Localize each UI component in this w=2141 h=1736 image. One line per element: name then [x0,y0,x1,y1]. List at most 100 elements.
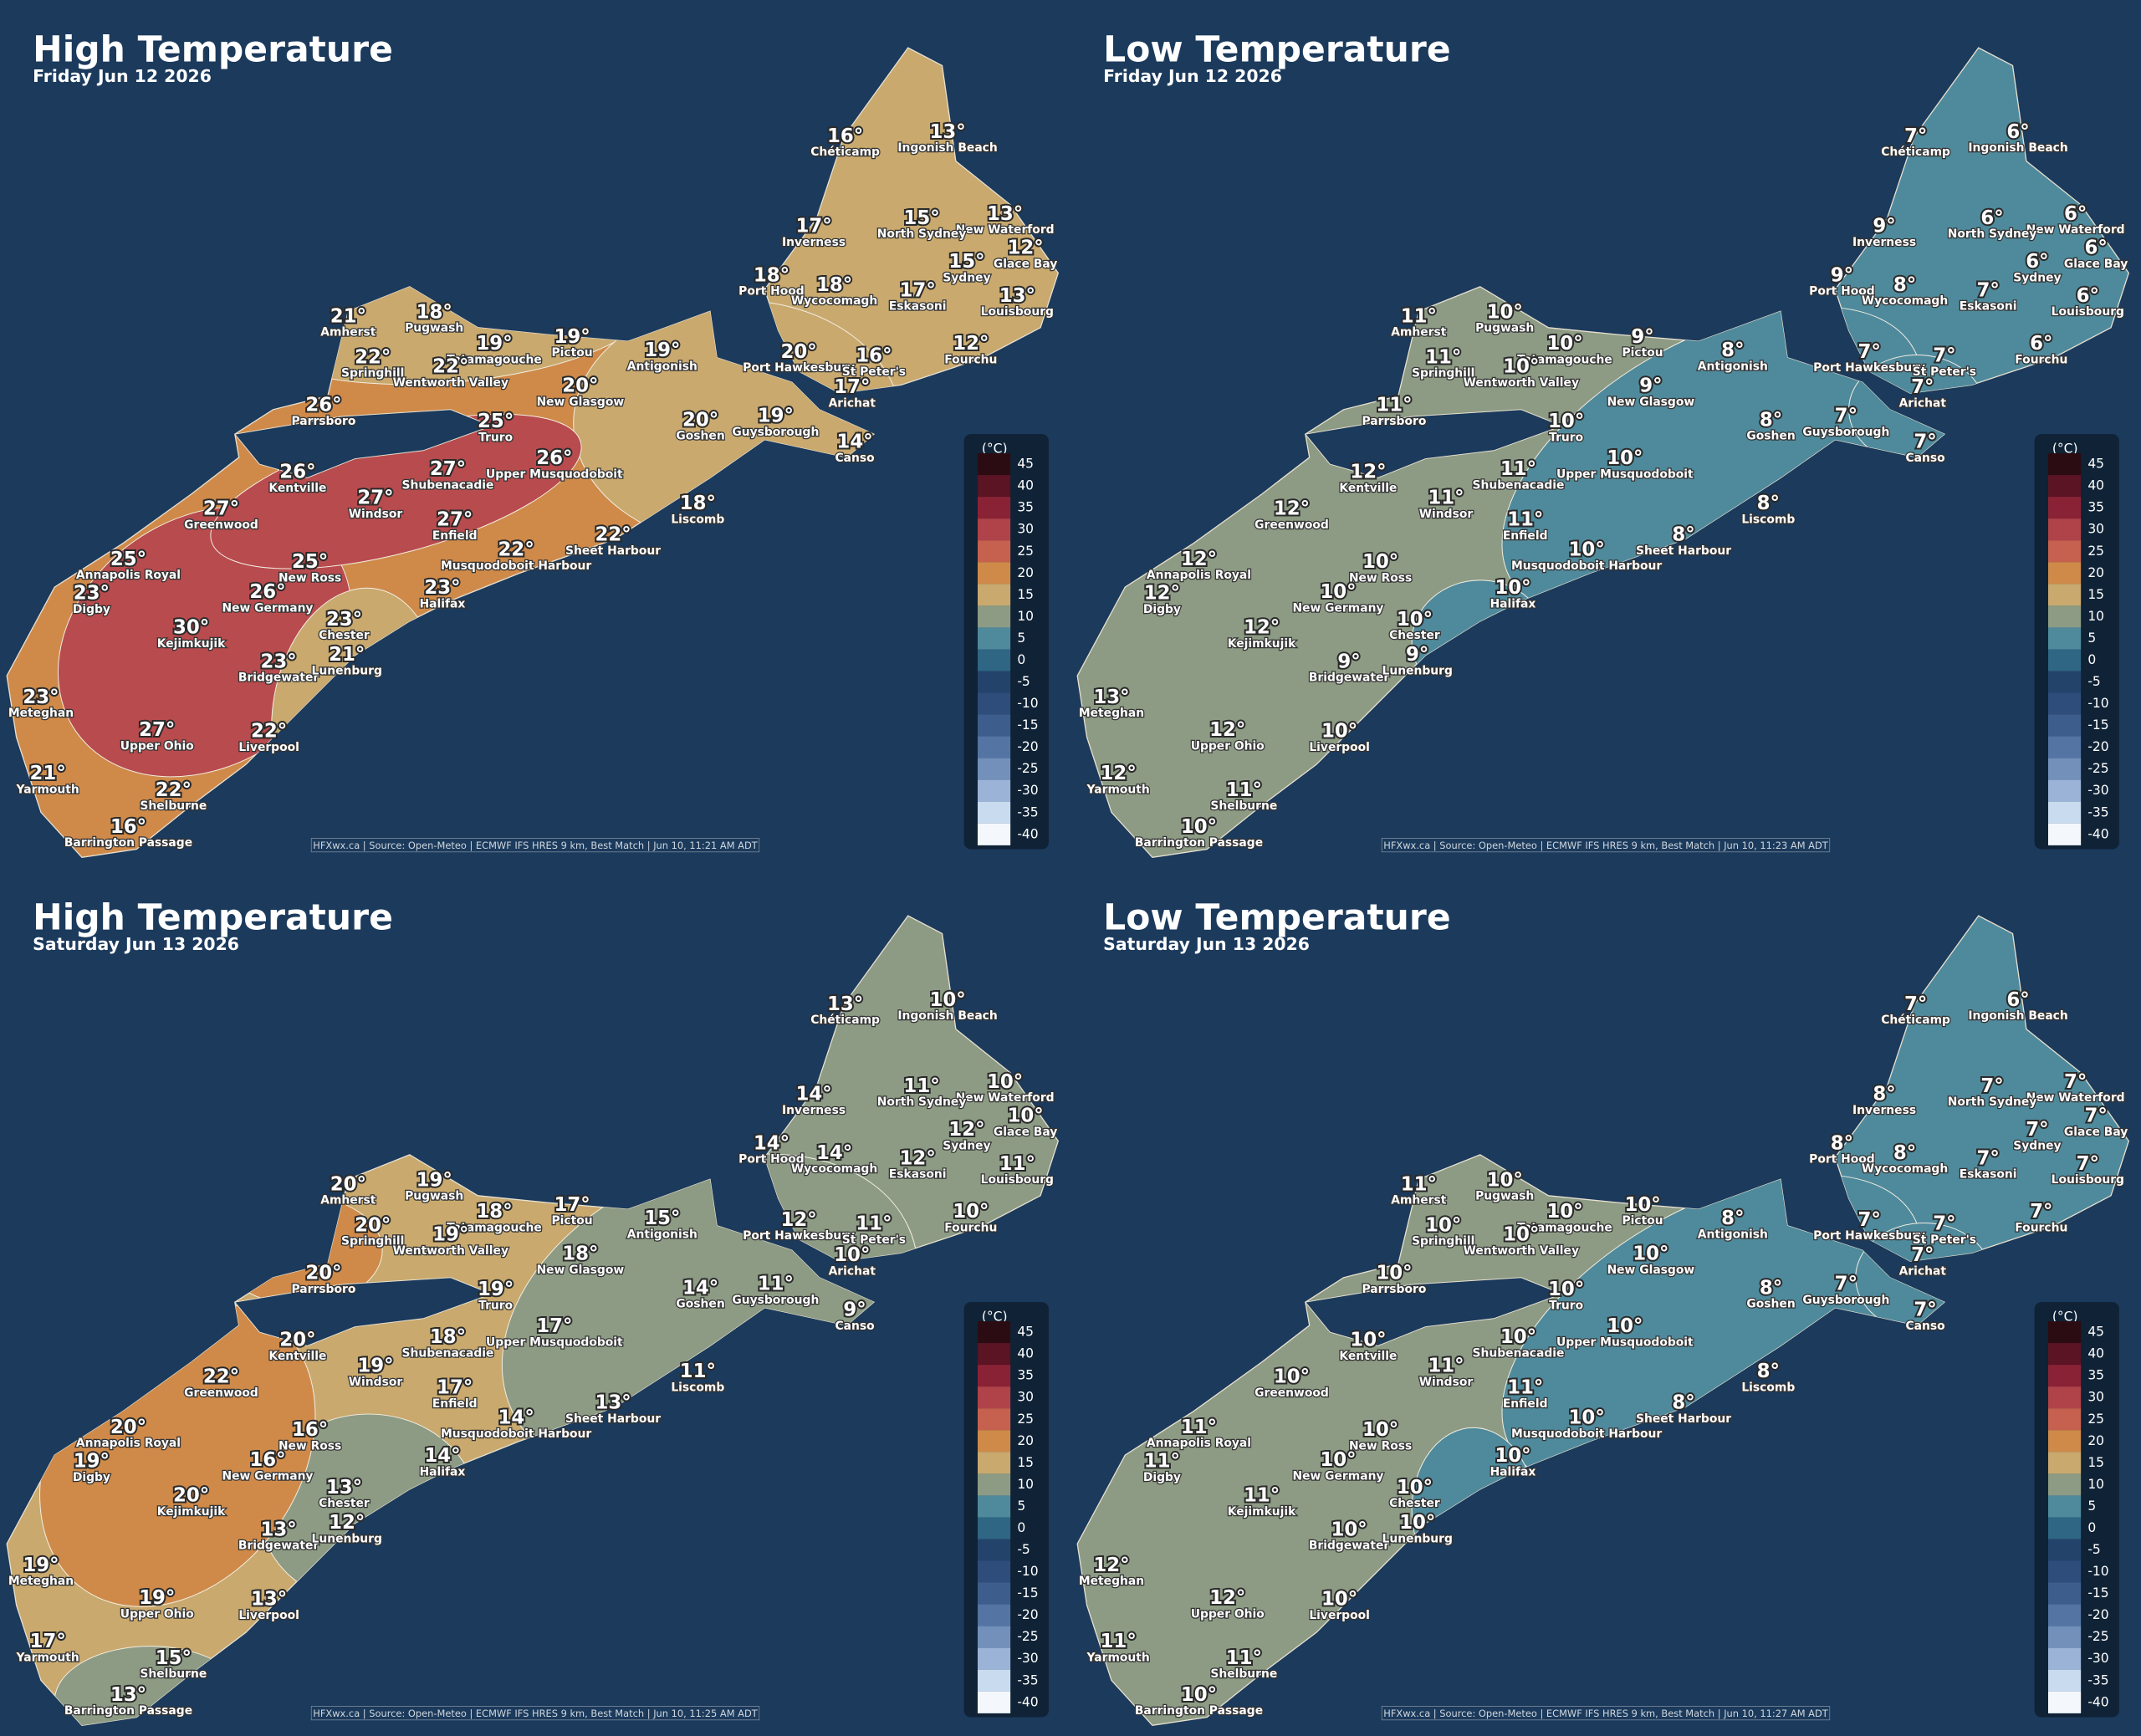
city-temperature: 11° [1401,1173,1437,1195]
city-temperature: 18° [416,301,452,323]
city-temperature: 13° [987,203,1023,225]
legend-swatch [2047,1669,2082,1692]
city-name: Pictou [1622,1214,1663,1228]
city-name: Lunenburg [312,665,382,678]
city-name: Pictou [552,1214,593,1228]
city-name: Port Hood [738,285,805,299]
city-name: Liscomb [671,1381,724,1394]
city-name: Antigonish [627,360,697,373]
city-name: Annapolis Royal [76,1437,181,1450]
legend-label: 40 [1017,1346,1034,1361]
city-temperature: 12° [329,1512,365,1534]
city-temperature: 7° [1976,279,1999,301]
city-temperature: 17° [834,376,870,398]
city-temperature: 17° [554,1194,590,1216]
city-temperature: 10° [1569,1407,1605,1428]
city-name: Upper Musquodoboit [486,1335,623,1349]
city-name: Lunenburg [1382,665,1453,678]
city-temperature: 11° [1507,509,1543,531]
legend-swatch [977,1582,1011,1605]
legend-swatch [977,1560,1011,1583]
city-temperature: 11° [680,1361,716,1382]
city-name: Chester [319,1497,370,1510]
city-name: Eskasoni [889,1168,947,1182]
city-temperature: 22° [251,721,287,743]
city-name: Guysborough [1802,1294,1889,1307]
map-title: Low Temperature [1103,897,1450,938]
legend-swatch [2047,758,2082,780]
city-temperature: 6° [2006,989,2029,1011]
city-name: New Germany [222,601,314,615]
legend-swatch [977,714,1011,737]
city-temperature: 11° [856,1213,892,1235]
city-temperature: 12° [1144,583,1180,605]
map-subtitle: Saturday Jun 13 2026 [1103,934,1310,954]
legend-label: -15 [1017,717,1038,733]
legend-label: -25 [2087,1629,2108,1644]
legend-swatch [977,1517,1011,1539]
city-name: Sheet Harbour [565,544,661,558]
city-name: Louisbourg [981,1173,1054,1187]
city-name: St Peter's [842,365,906,379]
city-temperature: 23° [424,577,460,599]
legend-label: 35 [1017,1368,1034,1383]
legend-label: -40 [1017,826,1038,841]
city-name: Kejimkujik [1228,1505,1296,1519]
city-name: Meteghan [1079,1575,1144,1588]
city-name: Kejimkujik [157,637,226,651]
city-name: Windsor [1419,508,1474,521]
city-temperature: 10° [1546,1201,1582,1223]
city-name: Pictou [552,346,593,360]
city-temperature: 10° [1607,1315,1643,1337]
city-name: Parrsboro [292,415,356,428]
legend-label: 0 [2087,652,2096,667]
legend-swatch [977,1386,1011,1409]
legend-label: -15 [2087,717,2108,733]
legend-swatch [977,1647,1011,1670]
city-temperature: 12° [1209,719,1245,741]
city-temperature: 7° [1835,405,1857,426]
city-name: Kentville [268,482,326,495]
city-name: Pugwash [1475,322,1534,335]
legend-label: -10 [1017,1564,1038,1579]
city-name: Springhill [1412,1235,1474,1248]
city-temperature: 25° [478,411,514,432]
city-name: Truro [1549,431,1583,444]
city-temperature: 17° [437,1377,473,1399]
legend-swatch [977,562,1011,585]
legend-swatch [977,736,1011,758]
legend-swatch [2047,475,2082,498]
city-name: Yarmouth [1086,784,1150,797]
city-temperature: 21° [30,763,66,784]
city-temperature: 17° [900,279,936,301]
city-name: Amherst [320,326,376,340]
legend-label: -25 [2087,761,2108,776]
city-temperature: 16° [827,125,863,147]
city-temperature: 23° [23,687,59,708]
legend-swatch [977,584,1011,606]
legend-unit: (°C) [2052,1310,2078,1325]
city-name: Guysborough [732,426,819,439]
city-name: Kentville [1339,482,1397,495]
city-temperature: 10° [1495,577,1530,599]
city-temperature: 13° [260,1519,296,1540]
city-temperature: 10° [1331,1519,1367,1540]
city-temperature: 11° [999,1153,1035,1175]
legend-swatch [977,1473,1011,1496]
legend-swatch [977,497,1011,519]
legend-label: 45 [2087,457,2104,472]
city-temperature: 21° [330,305,366,327]
city-name: Antigonish [1698,360,1768,373]
city-temperature: 17° [30,1631,66,1652]
legend-label: 40 [2087,1346,2104,1361]
city-temperature: 10° [834,1244,870,1266]
city-temperature: 14° [682,1277,718,1299]
city-temperature: 7° [1835,1273,1857,1294]
legend-label: -40 [1017,1694,1038,1709]
legend-swatch [977,1430,1011,1453]
city-temperature: 10° [1607,447,1643,469]
city-temperature: 10° [1362,551,1398,573]
city-temperature: 8° [1672,1392,1694,1414]
city-name: North Sydney [1948,1095,2037,1109]
